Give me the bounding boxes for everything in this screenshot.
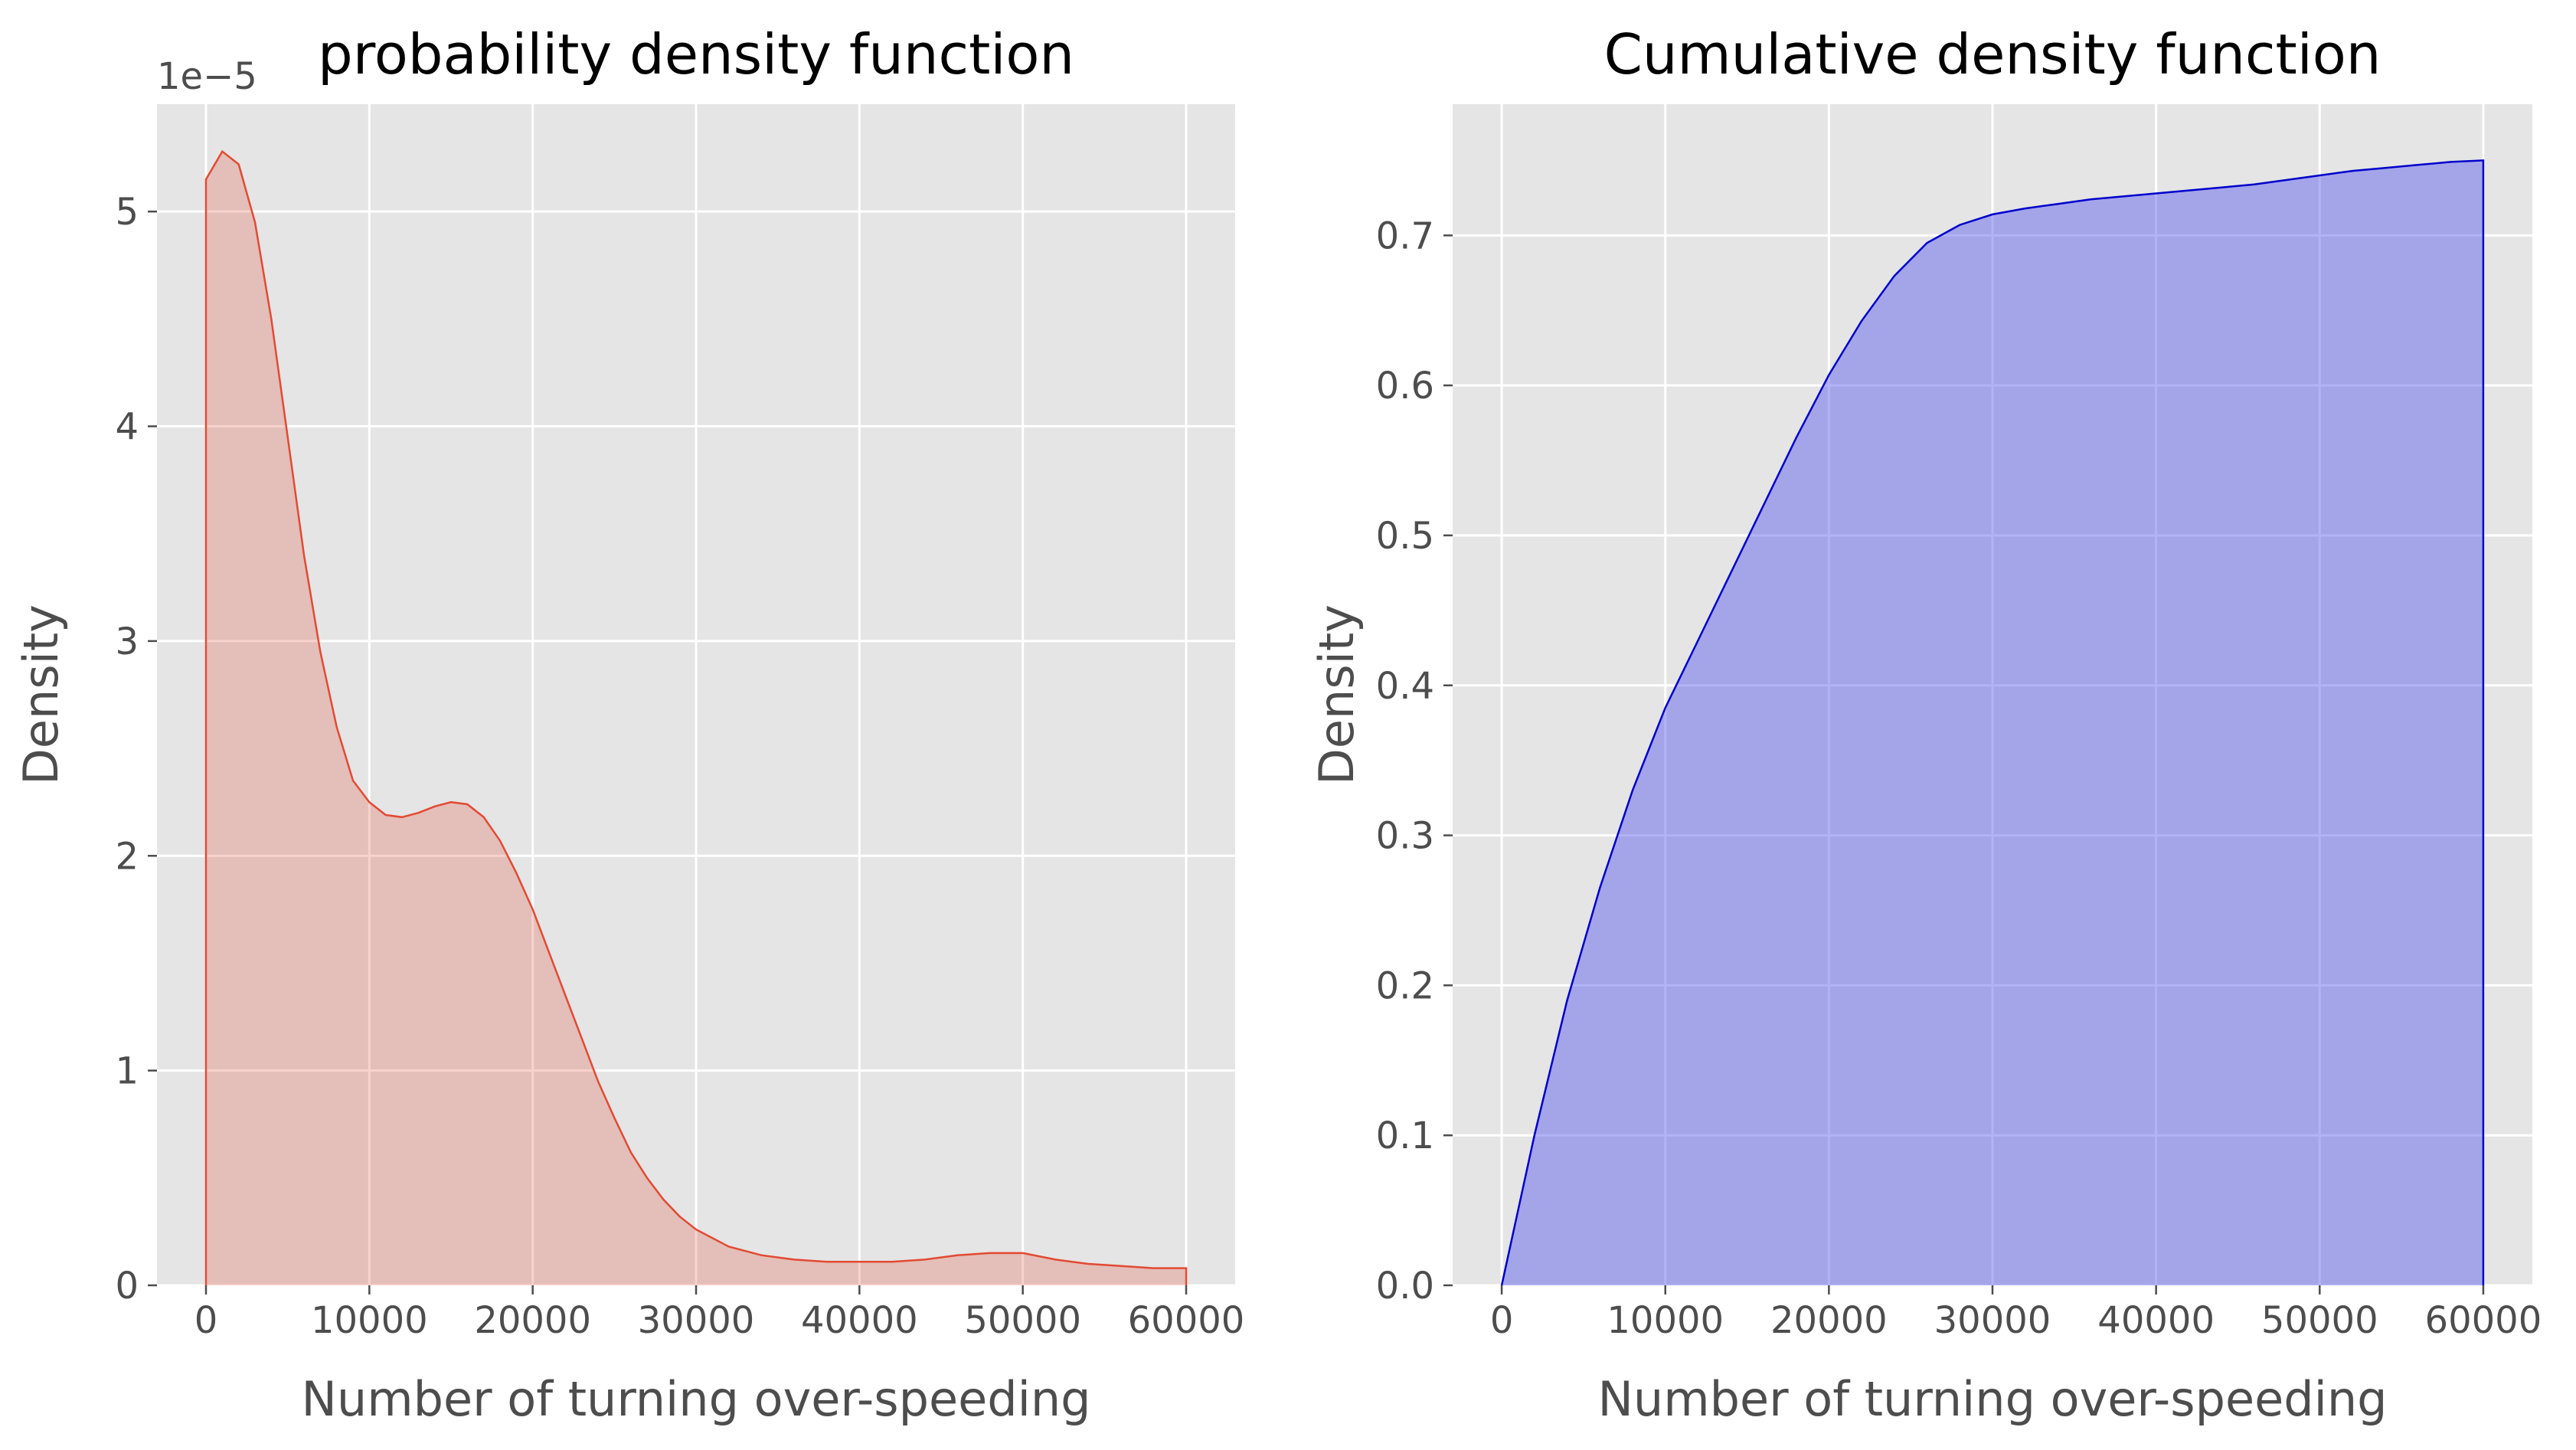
- x-tick-label: 50000: [2261, 1299, 2378, 1342]
- x-tick-label: 50000: [964, 1299, 1081, 1342]
- y-tick-label: 2: [115, 835, 139, 878]
- x-tick-label: 60000: [1128, 1299, 1245, 1342]
- series-line: [204, 149, 1188, 1285]
- y-tick-label: 0.4: [1376, 665, 1434, 708]
- x-tick-label: 40000: [2097, 1299, 2215, 1342]
- series-line: [1500, 159, 2485, 1287]
- y-tick-label: 0.5: [1376, 515, 1434, 558]
- x-tick-label: 30000: [1934, 1299, 2051, 1342]
- x-tick-label: 10000: [311, 1299, 428, 1342]
- series-area: [1502, 160, 2483, 1285]
- chart-title: Cumulative density function: [1604, 22, 2381, 87]
- chart-title: probability density function: [318, 22, 1074, 87]
- x-tick-label: 10000: [1607, 1299, 1724, 1342]
- x-tick-label: 20000: [474, 1299, 591, 1342]
- y-offset-text: 1e−5: [157, 55, 257, 98]
- series-area: [206, 151, 1186, 1286]
- x-tick-label: 20000: [1770, 1299, 1888, 1342]
- y-tick-label: 0.1: [1376, 1115, 1434, 1157]
- y-tick-label: 1: [115, 1050, 139, 1093]
- y-tick-label: 5: [115, 191, 139, 234]
- y-tick-label: 0.2: [1376, 964, 1434, 1007]
- y-tick-label: 0.7: [1376, 214, 1434, 257]
- x-tick-label: 30000: [638, 1299, 755, 1342]
- pdf-panel: 0 10000 20000 30000 40000 50000 60000 0 1 2 3 4 5 pro…: [13, 22, 1244, 1427]
- x-tick-label: 0: [1490, 1299, 1514, 1342]
- y-tick-label: 3: [115, 620, 139, 663]
- y-axis-label: Density: [13, 604, 69, 785]
- x-tick-label: 60000: [2425, 1299, 2542, 1342]
- y-axis-label: Density: [1309, 604, 1365, 785]
- y-tick-label: 0: [115, 1265, 139, 1308]
- x-tick-label: 40000: [801, 1299, 918, 1342]
- cdf-panel: 0 10000 20000 30000 40000 50000 60000 0.0 0.1 0.2…: [1309, 22, 2542, 1427]
- y-tick-label: 4: [115, 406, 139, 449]
- y-tick-label: 0.6: [1376, 365, 1434, 408]
- x-axis-label: Number of turning over-speeding: [302, 1371, 1091, 1427]
- y-tick-label: 0.3: [1376, 815, 1434, 858]
- x-axis-label: Number of turning over-speeding: [1598, 1371, 2388, 1427]
- x-tick-label: 0: [195, 1299, 218, 1342]
- y-tick-label: 0.0: [1376, 1265, 1434, 1308]
